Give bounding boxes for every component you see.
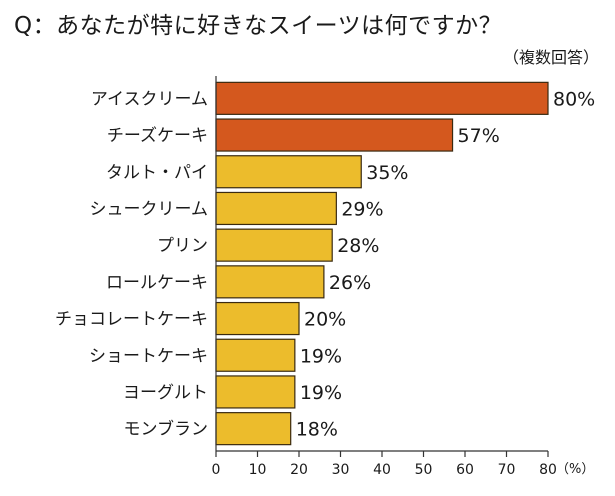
category-label-0: アイスクリーム — [91, 89, 208, 109]
value-label-6: 20% — [304, 309, 346, 331]
bar-9 — [215, 412, 292, 446]
value-label-4: 28% — [337, 235, 379, 257]
bar-5 — [215, 265, 325, 299]
bar-8 — [215, 375, 296, 409]
category-label-6: チョコレートケーキ — [55, 310, 208, 330]
x-tick-label-7: 70 — [498, 462, 516, 478]
x-tick-label-5: 50 — [415, 462, 433, 478]
bar-4 — [215, 228, 333, 262]
category-label-9: モンブラン — [124, 419, 209, 440]
value-label-0: 80% — [553, 88, 595, 110]
x-tick-label-2: 20 — [290, 462, 308, 478]
category-label-8: ヨーグルト — [123, 383, 208, 403]
category-label-2: タルト・パイ — [106, 163, 208, 183]
value-label-2: 35% — [366, 162, 408, 184]
bar-1 — [215, 118, 454, 152]
x-tick-label-1: 10 — [249, 462, 267, 478]
value-label-3: 29% — [341, 198, 383, 220]
category-label-5: ロールケーキ — [106, 273, 208, 293]
bar-0 — [215, 81, 549, 115]
value-label-5: 26% — [329, 272, 371, 294]
x-tick-label-0: 0 — [212, 462, 221, 478]
bar-2 — [215, 155, 362, 189]
category-label-1: チーズケーキ — [107, 126, 208, 146]
category-label-3: シュークリーム — [90, 199, 209, 219]
category-label-4: プリン — [157, 236, 208, 256]
x-tick-label-6: 60 — [456, 462, 474, 478]
x-tick-label-4: 40 — [373, 462, 391, 478]
bar-7 — [215, 338, 296, 372]
category-label-7: ショートケーキ — [89, 346, 208, 366]
chart-title: Q：あなたが特に好きなスイーツは何ですか？ — [14, 13, 503, 39]
value-label-9: 18% — [296, 419, 338, 441]
bar-6 — [215, 301, 300, 336]
bar-3 — [215, 191, 337, 226]
x-unit-label: （%） — [556, 462, 594, 477]
value-label-8: 19% — [300, 382, 342, 404]
chart-note: （複数回答） — [502, 48, 599, 67]
x-tick-label-8: 80 — [539, 462, 557, 478]
x-tick-label-3: 30 — [332, 462, 350, 478]
value-label-1: 57% — [458, 125, 500, 147]
value-label-7: 19% — [300, 345, 342, 367]
